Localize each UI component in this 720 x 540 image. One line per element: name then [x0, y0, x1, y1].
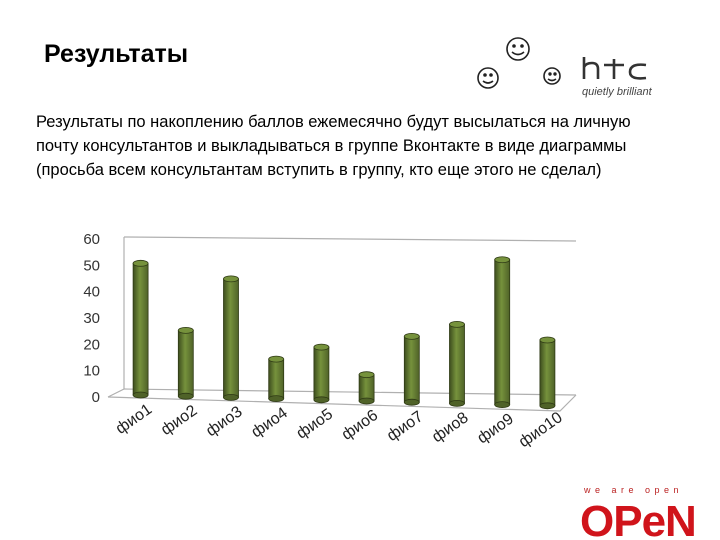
x-tick-label: фио10 — [516, 409, 566, 451]
bar-series — [132, 256, 556, 410]
bar — [177, 326, 194, 400]
x-tick-label: фио2 — [158, 402, 201, 439]
y-axis: 0 10 20 30 40 50 60 — [83, 231, 100, 406]
open-logo: we are open OPeN — [580, 485, 697, 540]
htc-logo: quietly brilliant — [477, 37, 653, 98]
bar — [449, 321, 465, 407]
bar — [358, 371, 375, 405]
x-tick-label: фио8 — [429, 409, 472, 446]
bar — [539, 336, 556, 410]
open-wordmark: OPeN — [580, 497, 696, 540]
x-tick-label: фио5 — [294, 406, 337, 443]
y-tick-label: 40 — [83, 284, 100, 301]
x-tick-label: фио7 — [384, 408, 427, 445]
y-tick-label: 60 — [83, 231, 100, 248]
bar — [494, 256, 511, 409]
x-tick-label: фио9 — [474, 410, 517, 447]
smiley-icon — [506, 37, 530, 61]
htc-tagline: quietly brilliant — [582, 86, 653, 98]
x-axis: фио1 фио2 фио3 фио4 фио5 фио6 фио7 фио8 фио9 фио1… — [113, 401, 566, 451]
bar — [223, 275, 239, 401]
bar — [132, 259, 149, 399]
y-tick-label: 30 — [83, 310, 100, 327]
y-tick-label: 50 — [83, 257, 100, 274]
bar — [313, 343, 330, 404]
htc-wordmark — [582, 57, 647, 80]
open-slogan: we are open — [583, 485, 683, 495]
x-tick-label: фио1 — [113, 401, 156, 438]
chart-frame — [107, 236, 577, 412]
y-tick-label: 20 — [83, 336, 100, 353]
y-tick-label: 10 — [83, 363, 100, 380]
slide-title: Результаты — [44, 40, 189, 68]
smiley-icon — [477, 67, 499, 89]
y-tick-label: 0 — [92, 389, 100, 406]
x-tick-label: фио3 — [203, 403, 246, 440]
x-tick-label: фио4 — [248, 404, 291, 441]
bar — [268, 355, 285, 403]
slide-text: Результаты по накоплению баллов ежемесяч… — [36, 113, 631, 179]
x-tick-label: фио6 — [339, 407, 382, 444]
bar — [403, 332, 420, 406]
smiley-icon — [543, 67, 561, 85]
